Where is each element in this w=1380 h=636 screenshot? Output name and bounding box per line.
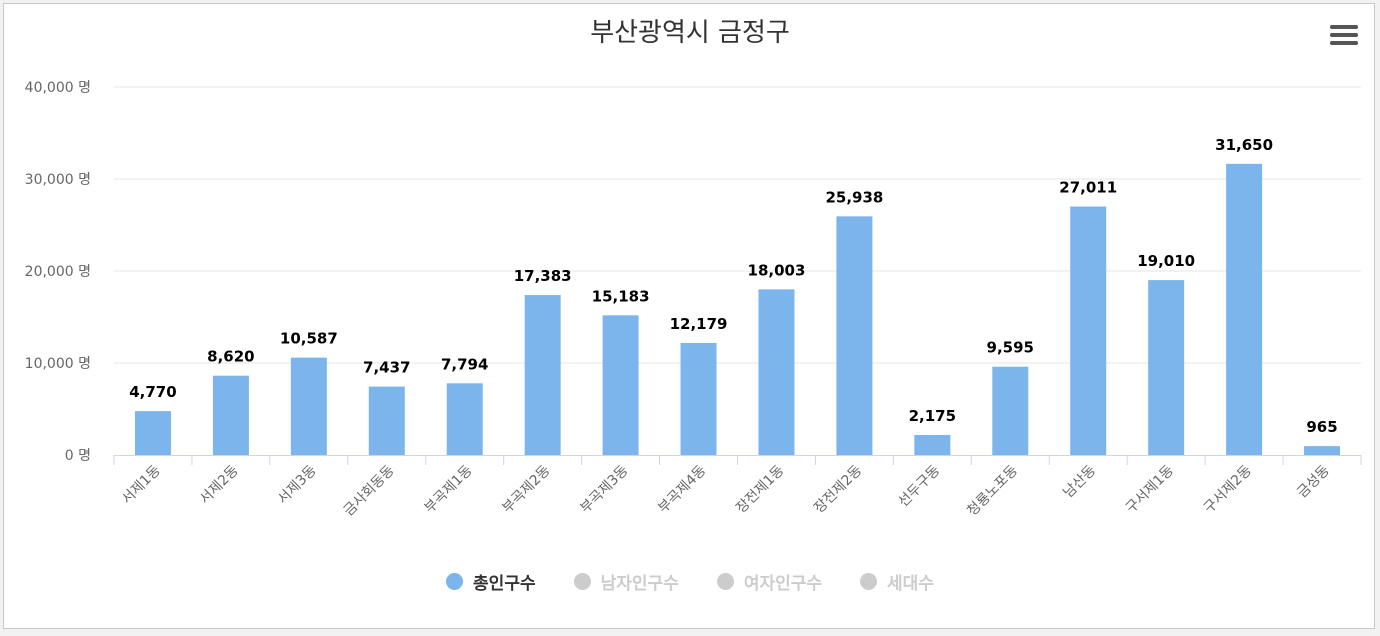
bar: [212, 375, 249, 455]
data-label: 15,183: [592, 287, 650, 305]
hamburger-menu-icon[interactable]: [1330, 25, 1358, 49]
legend-marker-icon: [860, 573, 878, 590]
x-tick-label: 서제3동: [275, 462, 320, 507]
chart-title: 부산광역시 금정구: [590, 18, 790, 48]
legend-marker-icon: [716, 573, 734, 590]
legend-item[interactable]: 남자인구수: [573, 569, 679, 594]
x-tick-label: 구서제2동: [1201, 462, 1255, 516]
x-tick-label: 남산동: [1060, 462, 1099, 501]
data-label: 10,587: [280, 330, 338, 348]
bar: [758, 289, 795, 455]
data-label: 27,011: [1059, 178, 1117, 196]
bar: [368, 386, 405, 455]
x-tick-label: 서제2동: [197, 462, 242, 507]
bar: [1148, 280, 1185, 455]
bar: [290, 357, 327, 455]
x-tick-label: 장전제2동: [811, 462, 865, 516]
y-tick-label: 30,000 명: [25, 172, 91, 188]
bar: [1070, 206, 1107, 455]
legend-item[interactable]: 총인구수: [446, 569, 536, 594]
y-tick-label: 0 명: [65, 448, 91, 464]
x-tick-label: 금성동: [1294, 462, 1333, 501]
bar: [680, 342, 717, 455]
data-label: 7,794: [441, 355, 488, 373]
bar: [1226, 163, 1263, 455]
legend-label: 총인구수: [473, 574, 536, 594]
bar-chart-plot: 0 명 10,000 명 20,000 명 30,000 명 40,000 명 4,770…: [25, 80, 1362, 519]
data-label: 25,938: [825, 188, 883, 206]
bar: [446, 383, 483, 455]
legend: 총인구수 남자인구수 여자인구수 세대수: [0, 569, 1380, 594]
bar: [134, 411, 171, 455]
data-label: 31,650: [1215, 136, 1273, 154]
data-label: 4,770: [129, 383, 176, 401]
y-tick-label: 10,000 명: [25, 356, 91, 372]
x-tick-label: 부곡제1동: [421, 462, 475, 516]
x-tick-label: 장전제1동: [733, 462, 787, 516]
x-tick-label: 금사회동동: [341, 462, 398, 519]
y-tick-label: 20,000 명: [25, 264, 91, 280]
x-tick-label: 부곡제2동: [499, 462, 553, 516]
data-label: 12,179: [670, 315, 728, 333]
data-label: 19,010: [1137, 252, 1195, 270]
data-label: 18,003: [748, 261, 806, 279]
bar: [602, 315, 639, 455]
x-tick-label: 부곡제4동: [655, 462, 709, 516]
bar: [836, 216, 873, 455]
bar: [992, 366, 1029, 455]
x-tick-label: 선두구동: [895, 462, 943, 510]
y-tick-label: 40,000 명: [25, 80, 91, 96]
legend-item[interactable]: 세대수: [860, 569, 934, 594]
data-label: 7,437: [363, 359, 410, 377]
bar: [914, 434, 951, 455]
data-label: 17,383: [514, 267, 572, 285]
data-label: 965: [1306, 418, 1337, 436]
legend-marker-icon: [446, 573, 464, 590]
legend-item[interactable]: 여자인구수: [716, 569, 823, 594]
legend-label: 세대수: [887, 574, 934, 594]
x-tick-label: 서제1동: [119, 462, 164, 507]
legend-marker-icon: [573, 573, 591, 590]
data-label: 2,175: [909, 407, 956, 425]
legend-label: 여자인구수: [743, 574, 823, 594]
x-tick-label: 부곡제3동: [577, 462, 631, 516]
x-tick-label: 청룡노포동: [964, 462, 1021, 519]
chart-container: [3, 3, 1375, 629]
x-tick-label: 구서제1동: [1123, 462, 1177, 516]
bar: [524, 295, 561, 455]
data-label: 9,595: [987, 339, 1034, 357]
bar: [1304, 446, 1341, 455]
legend-label: 남자인구수: [600, 574, 679, 594]
data-label: 8,620: [207, 348, 254, 366]
